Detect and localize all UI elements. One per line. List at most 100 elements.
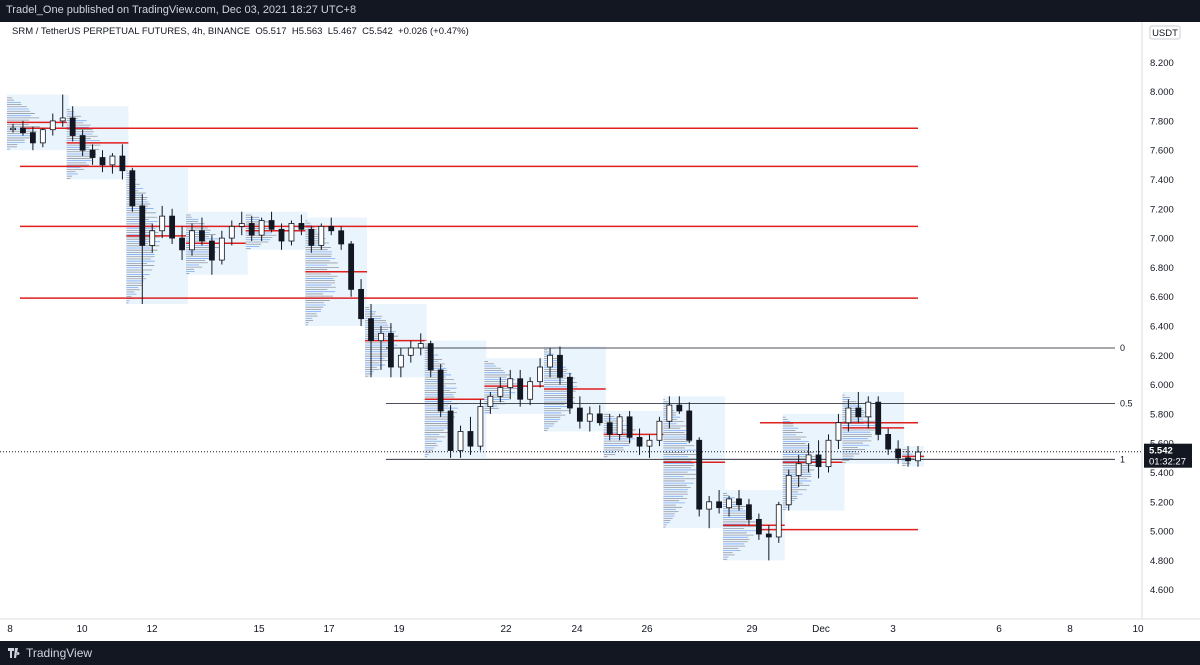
price-tick-label: 7.000	[1150, 234, 1174, 245]
candle-body	[388, 332, 394, 368]
time-tick-label: 10	[76, 624, 88, 635]
fib-level-label: 0.5	[1120, 399, 1133, 409]
symbol-name[interactable]: SRM / TetherUS PERPETUAL FUTURES, 4h, BI…	[12, 26, 251, 37]
candle-countdown: 01:32:27	[1149, 457, 1186, 468]
candle-body	[109, 155, 116, 166]
candle-body	[765, 533, 772, 538]
price-tick-label: 7.600	[1150, 146, 1174, 157]
price-tick-label: 7.800	[1150, 116, 1174, 127]
time-tick-label: 29	[746, 624, 758, 635]
candle-body	[378, 332, 384, 342]
candlesticks	[10, 94, 921, 561]
open-value: O5.517	[255, 26, 287, 37]
candle-body	[218, 237, 225, 261]
price-tick-label: 6.000	[1150, 380, 1174, 391]
time-axis[interactable]: 8 10 12 15 17 19 22 24 26 29 Dec 3 6 8 10	[7, 624, 1144, 635]
time-tick-label: 8	[1067, 624, 1073, 635]
candle-body	[407, 347, 414, 356]
candle-body	[477, 406, 484, 447]
candle-body	[716, 501, 722, 509]
candle-body	[427, 343, 434, 371]
candle-body	[59, 117, 66, 122]
candle-body	[457, 431, 464, 451]
candle-body	[547, 354, 553, 368]
candle-body	[69, 117, 76, 136]
footer-brand[interactable]: TradingView	[26, 646, 93, 660]
candle-body	[348, 243, 355, 290]
footer-bar: TradingView	[0, 641, 1200, 665]
candle-body	[368, 318, 374, 342]
fib-level-label: 0	[1120, 343, 1125, 353]
candle-body	[39, 129, 46, 144]
time-tick-label: 6	[996, 624, 1002, 635]
candle-body	[129, 170, 136, 207]
candle-body	[915, 451, 921, 462]
price-chart[interactable]: 00.51 8.4008.2008.0007.8007.6007.4007.20…	[0, 22, 1200, 641]
candle-body	[706, 501, 713, 510]
price-axis[interactable]: 8.4008.2008.0007.8007.6007.4007.2007.000…	[1150, 29, 1174, 597]
candle-body	[845, 407, 852, 424]
price-tick-label: 5.000	[1150, 527, 1174, 538]
candle-body	[149, 230, 156, 246]
candle-body	[199, 230, 205, 242]
time-tick-label: 22	[500, 624, 512, 635]
candle-body	[656, 420, 663, 441]
candle-body	[527, 381, 534, 400]
time-tick-label: 12	[146, 624, 158, 635]
price-tick-label: 8.200	[1150, 58, 1174, 69]
candle-body	[328, 225, 335, 232]
price-tick-label: 4.600	[1150, 585, 1174, 596]
candle-body	[169, 215, 176, 239]
candle-body	[905, 457, 911, 462]
currency-label[interactable]: USDT	[1149, 25, 1181, 40]
candle-body	[209, 240, 215, 261]
candle-body	[318, 225, 325, 246]
candle-body	[179, 237, 185, 251]
candle-body	[20, 127, 26, 134]
price-tick-label: 4.800	[1150, 556, 1174, 567]
candle-body	[855, 407, 862, 418]
candle-body	[686, 410, 693, 441]
candle-body	[189, 230, 195, 251]
candle-body	[437, 369, 444, 412]
fib-level-label: 1	[1120, 454, 1125, 464]
candle-body	[626, 416, 633, 438]
candle-body	[298, 223, 305, 230]
candle-body	[238, 223, 245, 227]
time-tick-label: 3	[890, 624, 896, 635]
price-tick-label: 6.800	[1150, 263, 1174, 274]
currency-text: USDT	[1152, 28, 1178, 39]
change-value: +0.026 (+0.47%)	[398, 26, 469, 37]
volume-profiles	[7, 94, 924, 561]
candle-body	[666, 404, 673, 422]
candle-body	[507, 378, 514, 388]
candle-body	[785, 475, 792, 506]
candle-body	[228, 225, 235, 239]
candle-body	[596, 413, 603, 424]
candle-body	[646, 439, 653, 447]
candle-body	[576, 407, 583, 422]
candle-body	[338, 230, 345, 245]
candle-body	[99, 157, 106, 166]
fib-retracement[interactable]: 00.51	[386, 343, 1133, 464]
candle-body	[835, 422, 842, 441]
last-price-value: 5.542	[1149, 446, 1173, 457]
time-tick-label: 15	[253, 624, 265, 635]
candle-body	[467, 431, 474, 447]
candle-body	[606, 422, 613, 435]
candle-body	[885, 434, 892, 450]
price-tick-label: 5.200	[1150, 497, 1174, 508]
last-price-tag: 5.542 01:32:27	[1144, 443, 1192, 468]
time-tick-label: Dec	[812, 624, 830, 635]
candle-body	[397, 354, 404, 368]
candle-body	[49, 120, 56, 131]
price-tick-label: 5.800	[1150, 409, 1174, 420]
symbol-legend: SRM / TetherUS PERPETUAL FUTURES, 4h, BI…	[12, 26, 469, 37]
time-tick-label: 19	[393, 624, 405, 635]
candle-body	[517, 378, 524, 400]
candle-body	[865, 401, 872, 418]
candle-body	[567, 376, 573, 409]
price-tick-label: 7.400	[1150, 175, 1174, 186]
candle-body	[755, 518, 762, 535]
publisher-title: Tradel_One published on TradingView.com,…	[6, 4, 357, 16]
